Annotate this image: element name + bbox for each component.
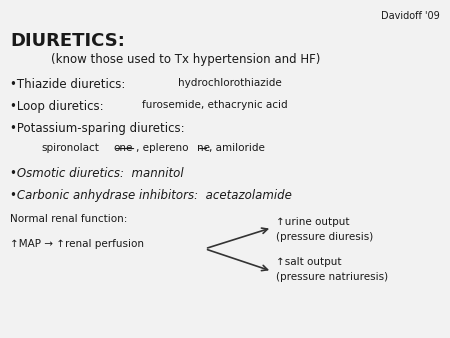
Text: one: one xyxy=(113,143,133,153)
Text: furosemide, ethacrynic acid: furosemide, ethacrynic acid xyxy=(142,100,288,110)
Text: ↑urine output: ↑urine output xyxy=(276,217,350,226)
Text: Normal renal function:: Normal renal function: xyxy=(10,214,128,224)
Text: •Thiazide diuretics:: •Thiazide diuretics: xyxy=(10,78,130,92)
Text: ↑MAP → ↑renal perfusion: ↑MAP → ↑renal perfusion xyxy=(10,239,144,249)
Text: , amiloride: , amiloride xyxy=(209,143,265,153)
Text: •Potassium-sparing diuretics:: •Potassium-sparing diuretics: xyxy=(10,122,185,135)
Text: •Carbonic anhydrase inhibitors:  acetazolamide: •Carbonic anhydrase inhibitors: acetazol… xyxy=(10,189,292,202)
Text: ↑salt output: ↑salt output xyxy=(276,257,342,267)
Text: (pressure diuresis): (pressure diuresis) xyxy=(276,232,374,242)
Text: Davidoff '09: Davidoff '09 xyxy=(381,11,440,21)
Text: hydrochlorothiazide: hydrochlorothiazide xyxy=(178,78,282,89)
Text: DIURETICS:: DIURETICS: xyxy=(10,31,125,50)
Text: •Loop diuretics:: •Loop diuretics: xyxy=(10,100,112,113)
Text: , eplereno: , eplereno xyxy=(136,143,189,153)
Text: •Osmotic diuretics:  mannitol: •Osmotic diuretics: mannitol xyxy=(10,167,184,180)
Text: (know those used to Tx hypertension and HF): (know those used to Tx hypertension and … xyxy=(50,53,320,66)
Text: (pressure natriuresis): (pressure natriuresis) xyxy=(276,272,388,282)
Text: spironolact: spironolact xyxy=(42,143,99,153)
Text: ne: ne xyxy=(197,143,210,153)
